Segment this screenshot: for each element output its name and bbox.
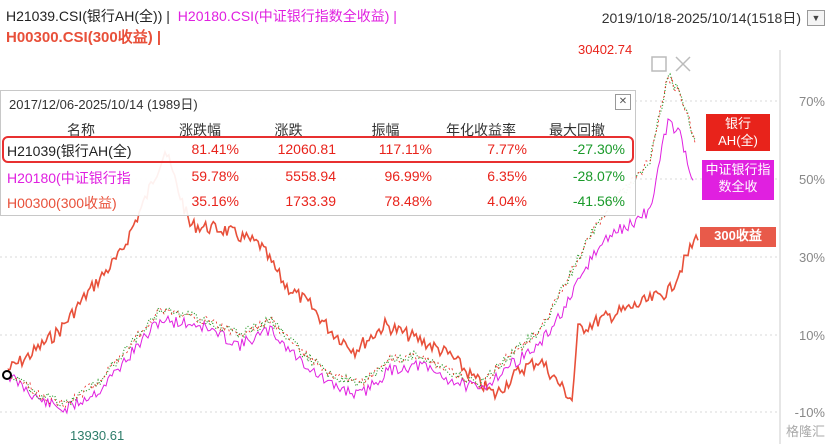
y-label-30: 30% [798, 250, 825, 265]
row-chg-pct: 35.16% [191, 193, 239, 209]
y-label-70: 70% [798, 94, 825, 109]
row-chg: 5558.94 [285, 168, 336, 184]
tag-bank-ah: 银行AH(全) [706, 114, 770, 151]
row-max-drawdown: -41.56% [572, 193, 625, 209]
table-row[interactable]: H00300(300收益) 35.16% 1733.39 78.48% 4.04… [1, 190, 635, 214]
tag-csi-bank: 中证银行指数全收 [702, 160, 774, 200]
row-annual-return: 4.04% [487, 193, 527, 209]
header-name[interactable]: 名称 [67, 122, 95, 138]
row-name: H20180(中证银行指 [7, 170, 131, 186]
close-icon[interactable]: ✕ [615, 94, 631, 110]
panel-date-range: 2017/12/06-2025/10/14 (1989日) [9, 97, 198, 112]
header-amplitude[interactable]: 振幅 [371, 122, 400, 138]
date-range-label[interactable]: 2019/10/18-2025/10/14(1518日) [601, 10, 801, 26]
watermark: 格隆汇 [785, 424, 825, 439]
chevron-down-icon[interactable]: ▼ [807, 10, 825, 26]
hs300-line [7, 149, 699, 403]
header-chg-pct[interactable]: 涨跌幅 [179, 122, 221, 138]
tag-hs300: 300收益 [700, 227, 776, 247]
row-annual-return: 7.77% [487, 141, 527, 157]
row-amplitude: 96.99% [384, 168, 432, 184]
row-max-drawdown: -27.30% [572, 141, 625, 157]
row-chg: 1733.39 [285, 193, 336, 209]
csi-bank-line [7, 118, 694, 415]
row-chg-pct: 81.41% [191, 141, 239, 157]
legend-hs300[interactable]: H00300.CSI(300收益) | [6, 29, 162, 46]
row-amplitude: 117.11% [378, 141, 432, 157]
row-amplitude: 78.48% [384, 193, 432, 209]
y-label-10: 10% [798, 328, 825, 343]
table-row[interactable]: H20180(中证银行指 59.78% 5558.94 96.99% 6.35%… [1, 165, 635, 189]
stats-panel: 2017/12/06-2025/10/14 (1989日) ✕ 名称 涨跌幅 涨… [0, 90, 636, 216]
bank-ah-dotted-line [7, 72, 696, 408]
row-name: H21039(银行AH(全) [7, 143, 132, 159]
legend-line-1: H21039.CSI(银行AH(全)) | H20180.CSI(中证银行指数全… [6, 6, 401, 26]
row-annual-return: 6.35% [487, 168, 527, 184]
row-max-drawdown: -28.07% [572, 168, 625, 184]
y-label-neg10: -10% [794, 405, 825, 420]
zoom-box-icon [651, 56, 667, 72]
table-row[interactable]: H21039(银行AH(全) 81.41% 12060.81 117.11% 7… [1, 138, 635, 162]
header-max-drawdown[interactable]: 最大回撤 [549, 122, 605, 138]
header-annual-return[interactable]: 年化收益率 [446, 122, 516, 138]
chart-header: H21039.CSI(银行AH(全)) | H20180.CSI(中证银行指数全… [6, 4, 827, 48]
zoom-icons[interactable] [650, 54, 694, 76]
low-value-label: 13930.61 [70, 428, 125, 443]
peak-value-label: 30402.74 [578, 42, 633, 57]
legend-csi-bank[interactable]: H20180.CSI(中证银行指数全收益) | [177, 8, 397, 24]
row-chg-pct: 59.78% [191, 168, 239, 184]
row-chg: 12060.81 [277, 141, 336, 157]
header-chg[interactable]: 涨跌 [274, 122, 303, 138]
legend-bank-ah[interactable]: H21039.CSI(银行AH(全)) | [6, 8, 170, 24]
row-name: H00300(300收益) [7, 195, 117, 211]
y-label-50: 50% [798, 172, 825, 187]
table-header: 名称 涨跌幅 涨跌 振幅 年化收益率 最大回撤 [1, 117, 635, 139]
selected-row-highlight [2, 136, 634, 163]
start-marker [2, 370, 12, 380]
